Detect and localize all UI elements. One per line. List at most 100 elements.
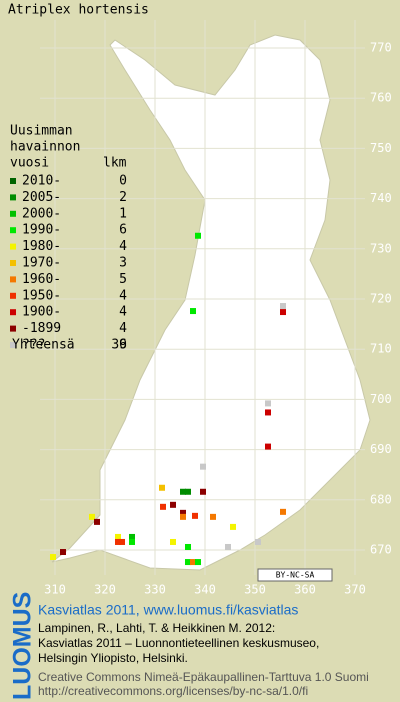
legend-label: 1970-: [22, 256, 61, 271]
y-tick-label: 740: [370, 191, 392, 205]
observation: [280, 309, 286, 316]
x-tick-label: 360: [294, 583, 316, 597]
observation: [60, 549, 66, 556]
observation: [200, 463, 206, 470]
legend-swatch: [10, 309, 16, 316]
legend-count: 3: [119, 256, 127, 271]
observation: [115, 533, 121, 540]
observation: [170, 538, 176, 545]
observation: [50, 554, 56, 561]
license-badge-box: [257, 568, 333, 582]
land: [51, 34, 371, 571]
observation: [129, 538, 135, 545]
legend-count: 6: [119, 223, 127, 238]
citation-line: Kasviatlas 2011 – Luonnontieteellinen ke…: [38, 636, 319, 650]
legend-swatch: [10, 178, 16, 184]
observation: [89, 513, 95, 520]
legend-swatch: [10, 342, 16, 348]
points: [50, 232, 286, 566]
license-badge: BY-NC-SA: [276, 571, 315, 580]
observation: [129, 533, 135, 540]
legend-count: 4: [119, 321, 127, 336]
observation: [200, 488, 206, 495]
legend-count: 1: [119, 206, 127, 221]
x-tick-label: 370: [344, 583, 366, 597]
x-tick-label: 350: [244, 583, 266, 597]
observation: [159, 484, 165, 491]
observation: [185, 543, 191, 550]
legend-swatch: [10, 325, 16, 332]
observation: [115, 538, 121, 545]
grid: [40, 20, 365, 575]
y-tick-label: 720: [370, 292, 392, 306]
legend-count: 4: [119, 239, 127, 254]
observation: [230, 523, 236, 530]
legend-swatch: [10, 276, 16, 283]
citation-line: Helsingin Yliopisto, Helsinki.: [38, 651, 188, 665]
observation: [119, 538, 125, 545]
footer: Lampinen, R., Lahti, T. & Heikkinen M. 2…: [38, 621, 369, 698]
observation: [195, 559, 201, 566]
legend-swatch: [10, 227, 16, 234]
y-tick-label: 710: [370, 342, 392, 356]
y-tick-label: 770: [370, 41, 392, 55]
y-tick-label: 680: [370, 492, 392, 506]
observation: [170, 501, 176, 508]
legend-label: ???: [22, 338, 45, 353]
legend-label: 1980-: [22, 239, 61, 254]
legend-label: 1950-: [22, 288, 61, 303]
x-tick-label: 340: [194, 583, 216, 597]
observation: [180, 513, 186, 520]
legend-heading: Uusimman: [10, 124, 73, 139]
legend-label: -1899: [22, 321, 61, 336]
observation: [265, 400, 271, 407]
legend-heading: vuosi: [10, 156, 49, 171]
legend-count: 4: [119, 288, 127, 303]
legend-swatch: [10, 260, 16, 266]
logo: LUOMUS: [9, 592, 37, 700]
legend-count: 2: [119, 190, 127, 205]
observation: [94, 518, 100, 525]
observation: [195, 232, 201, 239]
legend-label: 2000-: [22, 206, 61, 221]
legend-label: 2005-: [22, 190, 61, 205]
license-line: Creative Commons Nimeä-Epäkaupallinen-Ta…: [38, 670, 369, 684]
legend-swatch: [10, 194, 16, 201]
y-tick-label: 730: [370, 241, 392, 255]
total: 39: [111, 338, 127, 353]
observation: [185, 488, 191, 495]
legend-count: 5: [119, 272, 127, 287]
y-tick-label: 700: [370, 392, 392, 406]
x-tick-label: 320: [94, 583, 116, 597]
footer-headline: Kasviatlas 2011, www.luomus.fi/kasviatla…: [38, 602, 298, 618]
legend-swatch: [10, 210, 16, 217]
observation: [255, 538, 261, 545]
observation: [190, 308, 196, 315]
legend-label: 1990-: [22, 223, 61, 238]
y-tick-label: 690: [370, 442, 392, 456]
citation-line: Lampinen, R., Lahti, T. & Heikkinen M. 2…: [38, 621, 275, 635]
total-label: Yhteensä: [12, 338, 75, 353]
observation: [210, 513, 216, 520]
observation: [265, 443, 271, 450]
observation: [280, 508, 286, 515]
observation: [225, 543, 231, 550]
legend-count: 6: [119, 338, 127, 353]
legend-count: 4: [119, 305, 127, 320]
observation: [160, 503, 166, 510]
y-tick-label: 760: [370, 91, 392, 105]
x-tick-label: 330: [144, 583, 166, 597]
license-line: http://creativecommons.org/licenses/by-n…: [38, 684, 308, 698]
legend-label: 1960-: [22, 272, 61, 287]
legend-swatch: [10, 243, 16, 250]
legend-count-heading: lkm: [103, 156, 127, 171]
observation: [185, 559, 191, 566]
title: Atriplex hortensis: [8, 3, 149, 18]
legend-count: 0: [119, 174, 127, 189]
y-tick-label: 670: [370, 543, 392, 557]
legend-label: 2010-: [22, 174, 61, 189]
observation: [190, 559, 196, 566]
legend-swatch: [10, 292, 16, 299]
